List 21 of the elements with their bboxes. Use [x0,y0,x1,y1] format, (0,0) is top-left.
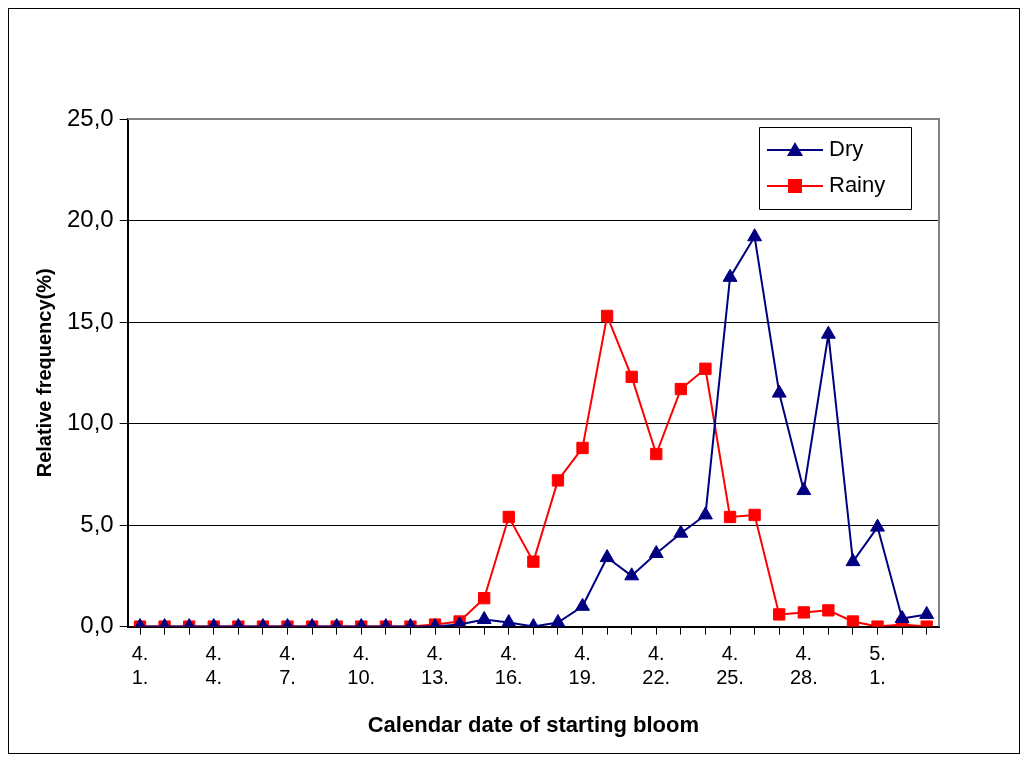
y-tick-label: 20,0 [66,205,114,233]
x-axis-title: Calendar date of starting bloom [367,711,699,737]
y-tick-label: 0,0 [80,611,114,639]
y-axis-title: Relative frequency(%) [32,268,55,478]
x-tick-label: 4. 10. [347,642,376,689]
y-tick-label: 25,0 [66,103,114,131]
legend-label: Dry [829,136,864,162]
y-tick-label: 5,0 [80,509,114,537]
x-tick-label: 4. 1. [131,642,149,689]
y-tick-label: 10,0 [66,408,114,436]
x-tick-label: 4. 13. [421,642,449,689]
legend-label: Rainy [829,172,886,198]
x-tick-label: 5. 1. [869,642,886,689]
x-tick-label: 4. 28. [789,642,818,689]
y-tick-label: 15,0 [66,306,114,334]
x-tick-label: 4. 16. [494,642,523,689]
x-tick-label: 4. 25. [716,642,744,689]
x-tick-label: 4. 4. [205,642,223,689]
x-tick-label: 4. 19. [568,642,597,689]
x-tick-label: 4. 7. [279,642,296,689]
x-tick-label: 4. 22. [642,642,671,689]
